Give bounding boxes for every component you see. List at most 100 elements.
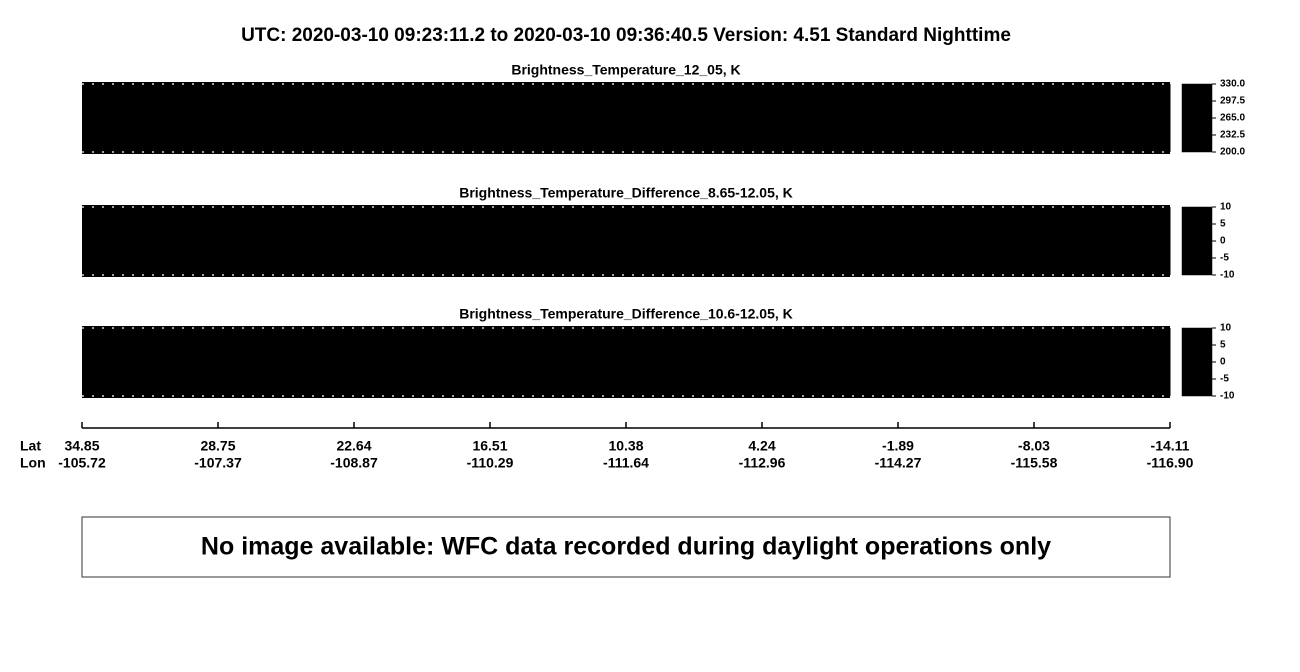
strip-cell: [399, 207, 446, 275]
colorbar-tick-label: 0: [1220, 357, 1226, 368]
strip-cell: [263, 328, 310, 396]
strip-cell: [580, 84, 627, 152]
strip-cell: [898, 84, 944, 152]
strip-cell: [671, 84, 718, 152]
strip-cell: [399, 328, 446, 396]
lon-tick-label: -105.72: [58, 455, 106, 471]
lon-tick-label: -112.96: [739, 455, 786, 471]
strip-cell: [308, 328, 355, 396]
strip-cell: [535, 207, 582, 275]
strip-cell: [82, 84, 128, 152]
lon-tick-label: -111.64: [603, 455, 649, 471]
strip-cell: [807, 207, 854, 275]
colorbar-tick-label: -10: [1220, 391, 1235, 402]
strip-cell: [354, 207, 400, 275]
strip-cell: [898, 207, 944, 275]
strip-cell: [444, 84, 491, 152]
strip-cell: [1079, 84, 1126, 152]
strip-cell: [943, 328, 990, 396]
colorbar-tick-label: 297.5: [1220, 96, 1245, 107]
strip-cell: [988, 328, 1035, 396]
lon-label: Lon: [20, 455, 46, 471]
lat-tick-label: 16.51: [472, 438, 507, 454]
strip-cell: [807, 328, 854, 396]
strip-cell: [82, 328, 128, 396]
strip-cell: [263, 207, 310, 275]
colorbar-tick-label: 10: [1220, 202, 1232, 213]
strip-cell: [626, 207, 672, 275]
colorbar-tick-label: 330.0: [1220, 79, 1245, 90]
strip-cell: [626, 328, 672, 396]
lon-tick-label: -110.29: [467, 455, 514, 471]
strip-cell: [852, 328, 899, 396]
strip-cell: [580, 328, 627, 396]
strip-cell: [490, 207, 536, 275]
colorbar-tick-label: 232.5: [1220, 130, 1245, 141]
strip-cell: [943, 84, 990, 152]
colorbar-tick-label: -5: [1220, 253, 1229, 264]
strip-cell: [218, 328, 264, 396]
strip-cell: [898, 328, 944, 396]
strip-cell: [1124, 328, 1171, 396]
colorbar: [1181, 206, 1213, 276]
strip-cell: [1079, 328, 1126, 396]
strip-cell: [354, 84, 400, 152]
colorbar-tick-label: -5: [1220, 374, 1229, 385]
strip-cell: [82, 207, 128, 275]
panel-title: Brightness_Temperature_Difference_10.6-1…: [459, 306, 793, 322]
strip-cell: [1034, 84, 1080, 152]
lat-tick-label: 28.75: [200, 438, 235, 454]
strip-cell: [399, 84, 446, 152]
strip-cell: [127, 84, 174, 152]
strip-cell: [172, 84, 219, 152]
strip-cell: [263, 84, 310, 152]
strip-cell: [988, 84, 1035, 152]
strip-cell: [762, 84, 808, 152]
lon-tick-label: -116.90: [1147, 455, 1194, 471]
colorbar-tick-label: 265.0: [1220, 113, 1245, 124]
lon-tick-label: -107.37: [194, 455, 242, 471]
strip-cell: [1034, 207, 1080, 275]
strip-cell: [490, 328, 536, 396]
colorbar-tick-label: 200.0: [1220, 147, 1245, 158]
lon-tick-label: -115.58: [1011, 455, 1058, 471]
strip-cell: [354, 328, 400, 396]
strip-cell: [1079, 207, 1126, 275]
strip-cell: [308, 84, 355, 152]
strip-cell: [535, 84, 582, 152]
strip-cell: [1124, 207, 1171, 275]
strip-cell: [671, 207, 718, 275]
strip-cell: [580, 207, 627, 275]
strip-cell: [444, 207, 491, 275]
lat-tick-label: 4.24: [748, 438, 775, 454]
strip-cell: [762, 207, 808, 275]
strip-cell: [308, 207, 355, 275]
strip-cell: [1124, 84, 1171, 152]
colorbar: [1181, 83, 1213, 153]
colorbar-tick-label: -10: [1220, 270, 1235, 281]
notice: No image available: WFC data recorded du…: [201, 533, 1051, 561]
colorbar-tick-label: 10: [1220, 323, 1232, 334]
strip-cell: [716, 328, 763, 396]
strip-cell: [671, 328, 718, 396]
strip-cell: [762, 328, 808, 396]
lat-label: Lat: [20, 438, 41, 454]
lat-tick-label: 34.85: [64, 438, 99, 454]
strip-cell: [943, 207, 990, 275]
lat-tick-label: -8.03: [1018, 438, 1050, 454]
colorbar-tick-label: 5: [1220, 340, 1226, 351]
lat-tick-label: 10.38: [608, 438, 643, 454]
strip-cell: [172, 207, 219, 275]
panel-title: Brightness_Temperature_Difference_8.65-1…: [459, 185, 793, 201]
strip-cell: [1034, 328, 1080, 396]
lat-tick-label: 22.64: [336, 438, 371, 454]
strip-cell: [444, 328, 491, 396]
strip-cell: [535, 328, 582, 396]
colorbar: [1181, 327, 1213, 397]
strip-cell: [716, 207, 763, 275]
notice-box: [81, 516, 1171, 578]
colorbar-tick-label: 5: [1220, 219, 1226, 230]
colorbar-tick-label: 0: [1220, 236, 1226, 247]
strip-cell: [852, 207, 899, 275]
